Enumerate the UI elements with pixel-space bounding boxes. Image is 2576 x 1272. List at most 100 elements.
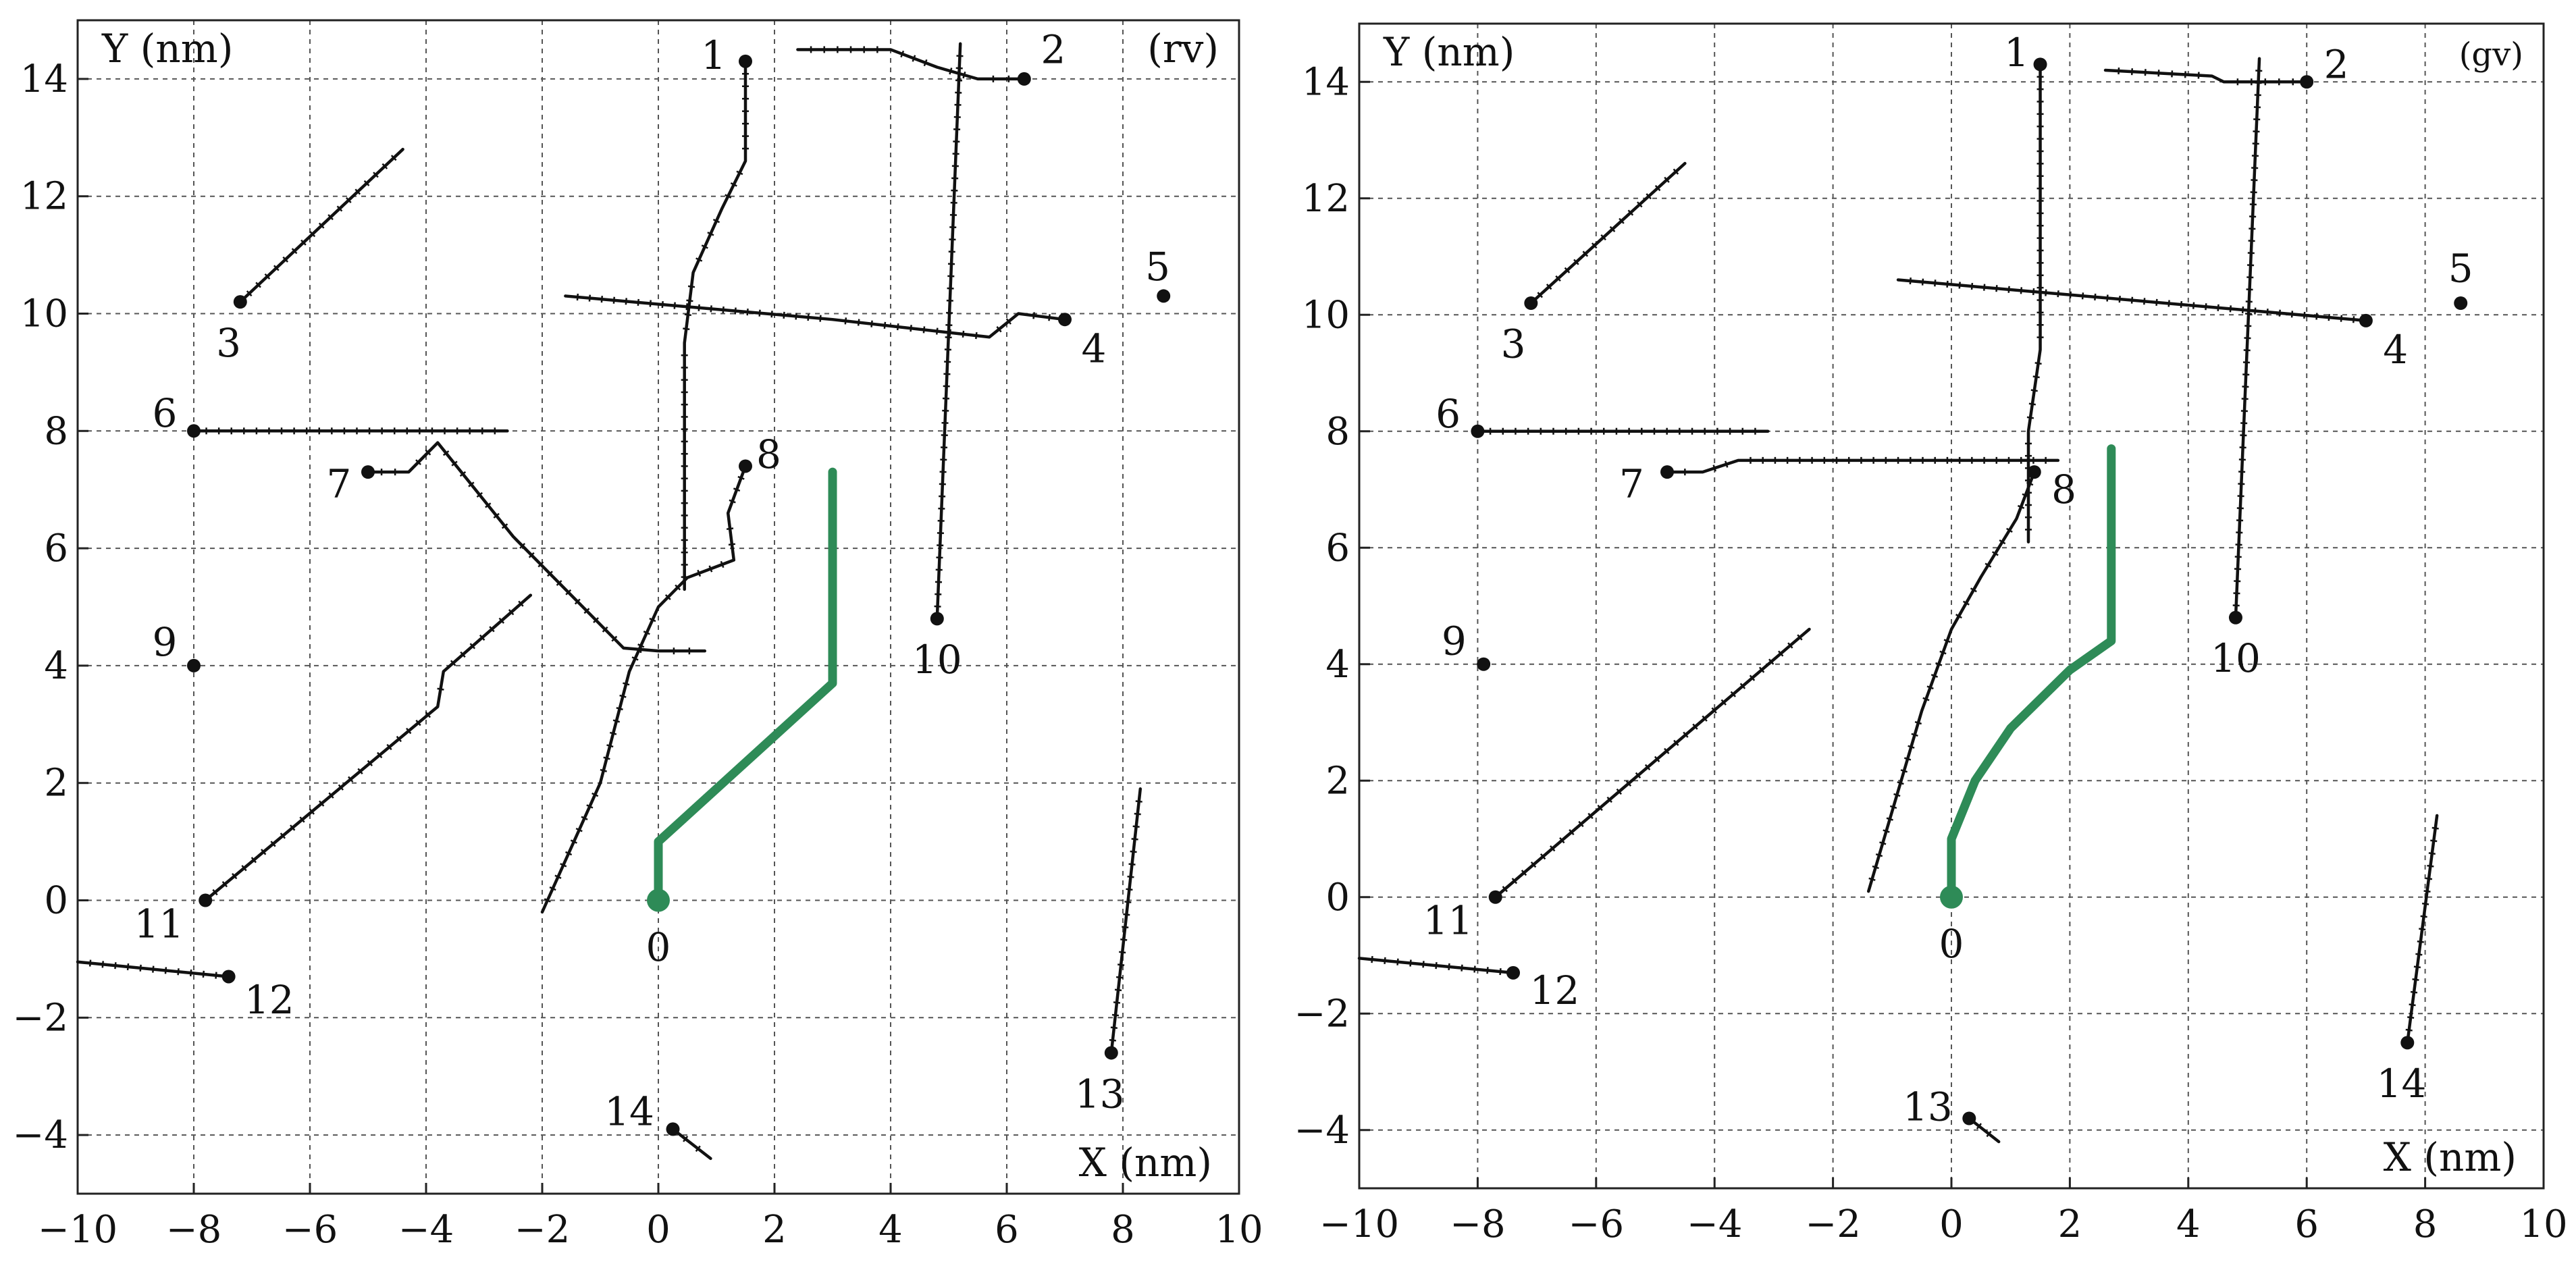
step-mark	[442, 450, 450, 456]
step-mark	[1582, 250, 1589, 257]
step-mark	[2421, 902, 2429, 905]
step-mark	[1749, 674, 1756, 681]
trajectory-1: 1	[2004, 30, 2047, 544]
step-mark	[425, 449, 431, 456]
trajectory-line	[671, 1128, 712, 1161]
step-mark	[1600, 234, 1606, 241]
start-point	[187, 424, 201, 438]
trajectory-12: 12	[1357, 956, 1579, 1013]
step-mark	[1422, 961, 1425, 968]
step-mark	[1664, 747, 1670, 754]
y-tick-label: 8	[1325, 410, 1350, 454]
step-mark	[631, 656, 639, 661]
x-axis-label: X (nm)	[1079, 1140, 1212, 1186]
step-mark	[2106, 294, 2109, 302]
trajectory-4: 4	[564, 293, 1106, 372]
step-mark	[273, 265, 280, 271]
step-mark	[1908, 745, 1915, 749]
step-mark	[469, 643, 476, 650]
step-mark	[255, 282, 261, 288]
step-mark	[1730, 691, 1737, 697]
step-mark	[1720, 699, 1727, 706]
step-mark	[2412, 978, 2419, 981]
step-mark	[1984, 562, 1992, 568]
y-tick-label: 0	[1325, 876, 1350, 920]
step-mark	[1654, 184, 1661, 192]
trajectory-label: 13	[1075, 1071, 1125, 1117]
trajectory-label: 9	[1442, 618, 1467, 664]
step-mark	[386, 743, 392, 751]
step-mark	[1986, 1130, 1992, 1138]
step-mark	[1530, 862, 1537, 868]
step-mark	[1995, 285, 1998, 292]
step-mark	[896, 323, 899, 331]
step-mark	[2184, 71, 2186, 78]
x-tick-label: 10	[2519, 1202, 2567, 1246]
trajectory-14: 14	[604, 1088, 712, 1161]
step-mark	[202, 970, 205, 978]
step-mark	[1609, 226, 1616, 232]
step-mark	[437, 687, 444, 691]
step-mark	[698, 304, 700, 311]
step-mark	[720, 560, 725, 568]
step-mark	[1930, 674, 1939, 678]
step-mark	[1893, 793, 1901, 797]
step-mark	[1883, 829, 1890, 833]
trajectory-label: 5	[2448, 245, 2473, 291]
step-mark	[556, 580, 562, 586]
start-point	[1488, 890, 1502, 904]
step-mark	[300, 239, 307, 246]
trajectory-label: 12	[244, 977, 294, 1023]
x-tick-label: −6	[1569, 1202, 1625, 1246]
y-tick-label: 4	[44, 644, 68, 688]
step-mark	[683, 327, 690, 330]
y-axis-label: Y (nm)	[1383, 29, 1515, 75]
step-mark	[1692, 723, 1698, 730]
step-mark	[2020, 287, 2023, 294]
step-mark	[1435, 961, 1438, 970]
start-point	[2027, 465, 2041, 479]
step-mark	[1537, 292, 1544, 298]
step-mark	[1702, 715, 1708, 722]
step-mark	[1130, 850, 1137, 853]
step-mark	[1128, 863, 1136, 866]
trajectory-line	[1109, 787, 1142, 1055]
step-mark	[1712, 465, 1716, 472]
trajectory-label: 7	[1619, 460, 1644, 506]
y-axis-label: Y (nm)	[101, 26, 233, 72]
start-point	[739, 54, 752, 68]
start-point	[187, 658, 201, 672]
step-mark	[923, 59, 928, 67]
step-mark	[460, 651, 466, 658]
start-point	[1506, 965, 1521, 980]
trajectory-12: 12	[76, 959, 294, 1023]
step-mark	[1897, 781, 1904, 785]
step-mark	[1875, 853, 1883, 857]
step-mark	[1126, 888, 1133, 891]
trajectory-line	[564, 294, 1067, 339]
step-mark	[603, 756, 610, 760]
step-mark	[189, 969, 192, 977]
step-mark	[518, 600, 524, 607]
step-mark	[390, 155, 397, 161]
step-mark	[1540, 853, 1546, 860]
step-mark	[962, 330, 965, 338]
step-mark	[382, 163, 388, 169]
step-mark	[2045, 289, 2047, 296]
trajectory-line	[935, 42, 962, 620]
step-mark	[649, 300, 652, 307]
step-mark	[2415, 953, 2423, 956]
step-mark	[2167, 300, 2170, 307]
step-mark	[583, 608, 590, 614]
step-mark	[606, 744, 614, 748]
step-mark	[2017, 504, 2025, 509]
start-point	[2454, 296, 2468, 310]
step-mark	[1879, 841, 1887, 845]
step-mark	[212, 889, 218, 896]
step-mark	[1591, 242, 1598, 249]
step-mark	[451, 460, 458, 467]
step-mark	[2241, 306, 2244, 314]
step-mark	[1778, 650, 1784, 657]
